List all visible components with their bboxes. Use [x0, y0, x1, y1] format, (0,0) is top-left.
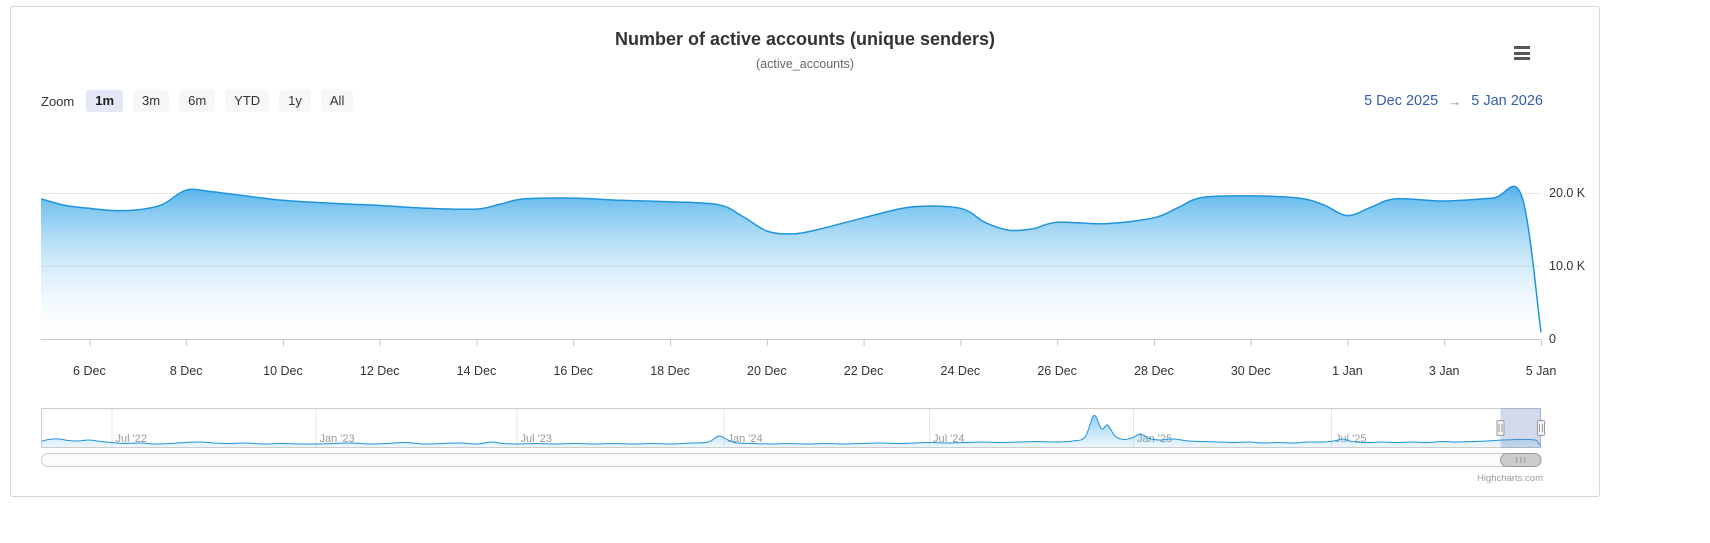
y-axis-label: 20.0 K	[1549, 186, 1586, 200]
navigator-axis-label: Jan '23	[320, 433, 355, 445]
navigator-series-line	[40, 415, 1542, 448]
x-axis-label: 22 Dec	[844, 364, 884, 378]
range-inputs: 5 Dec 2025 → 5 Jan 2026	[1364, 93, 1543, 109]
x-axis-label: 30 Dec	[1231, 364, 1271, 378]
range-to-input[interactable]: 5 Jan 2026	[1471, 93, 1543, 109]
range-button-6m[interactable]: 6m	[179, 90, 216, 112]
credits-link[interactable]: Highcharts.com	[1477, 473, 1543, 484]
x-axis-label: 5 Jan	[1526, 364, 1557, 378]
y-axis-label: 10.0 K	[1549, 259, 1586, 273]
x-axis-label: 3 Jan	[1429, 364, 1460, 378]
x-axis: 6 Dec 8 Dec 10 Dec 12 Dec 14 Dec 16 Dec 18 Dec…	[41, 339, 1557, 378]
main-area-fill	[41, 186, 1541, 339]
navigator-axis-label: Jul '22	[116, 433, 147, 445]
x-axis-label: 28 Dec	[1134, 364, 1174, 378]
x-axis-label: 16 Dec	[553, 364, 593, 378]
navigator-axis-label: Jul '23	[521, 433, 552, 445]
range-from-input[interactable]: 5 Dec 2025	[1364, 93, 1439, 109]
navigator-selected-mask[interactable]	[1500, 408, 1542, 448]
range-button-3m[interactable]: 3m	[133, 90, 170, 112]
hamburger-icon	[1514, 46, 1530, 49]
chart-subtitle: (active_accounts)	[756, 57, 854, 71]
range-button-all[interactable]: All	[320, 90, 354, 112]
x-axis-label: 24 Dec	[941, 364, 981, 378]
range-button-ytd[interactable]: YTD	[225, 90, 270, 112]
hamburger-icon	[1514, 57, 1530, 60]
chart-container: Number of active accounts (unique sender…	[10, 6, 1600, 497]
x-axis-label: 18 Dec	[650, 364, 690, 378]
export-menu-button[interactable]	[1511, 43, 1533, 63]
navigator-axis-label: Jul '24	[933, 433, 964, 445]
x-axis-label: 8 Dec	[170, 364, 203, 378]
main-chart[interactable]: 20.0 K 10.0 K 0 6 Dec 8 Dec 10 Dec 12 Dec 14 De…	[11, 7, 1599, 496]
range-button-1m[interactable]: 1m	[86, 90, 124, 112]
x-axis-label: 6 Dec	[73, 364, 106, 378]
x-axis-label: 14 Dec	[457, 364, 497, 378]
range-button-1y[interactable]: 1y	[279, 90, 311, 112]
scrollbar-track[interactable]	[41, 453, 1541, 467]
x-axis-label: 26 Dec	[1037, 364, 1077, 378]
x-axis-label: 1 Jan	[1332, 364, 1363, 378]
x-axis-label: 10 Dec	[263, 364, 303, 378]
range-selector: Zoom 1m 3m 6m YTD 1y All 5 Dec 2025 → 5 …	[41, 89, 1543, 113]
navigator[interactable]: Jul '22 Jan '23 Jul '23 Jan '24 Jul '24 Jan '…	[40, 408, 1545, 448]
x-axis-label: 20 Dec	[747, 364, 787, 378]
main-series-line	[40, 185, 1542, 333]
navigator-axis-label: Jan '24	[728, 433, 763, 445]
range-arrow-icon: →	[1448, 93, 1462, 109]
hamburger-icon	[1514, 51, 1530, 55]
navigator-handle-left[interactable]	[1496, 420, 1505, 436]
navigator-handle-right[interactable]	[1537, 420, 1545, 436]
x-axis-label: 12 Dec	[360, 364, 400, 378]
zoom-label: Zoom	[41, 93, 75, 109]
y-axis-label: 0	[1549, 332, 1556, 346]
chart-title: Number of active accounts (unique sender…	[614, 29, 996, 49]
